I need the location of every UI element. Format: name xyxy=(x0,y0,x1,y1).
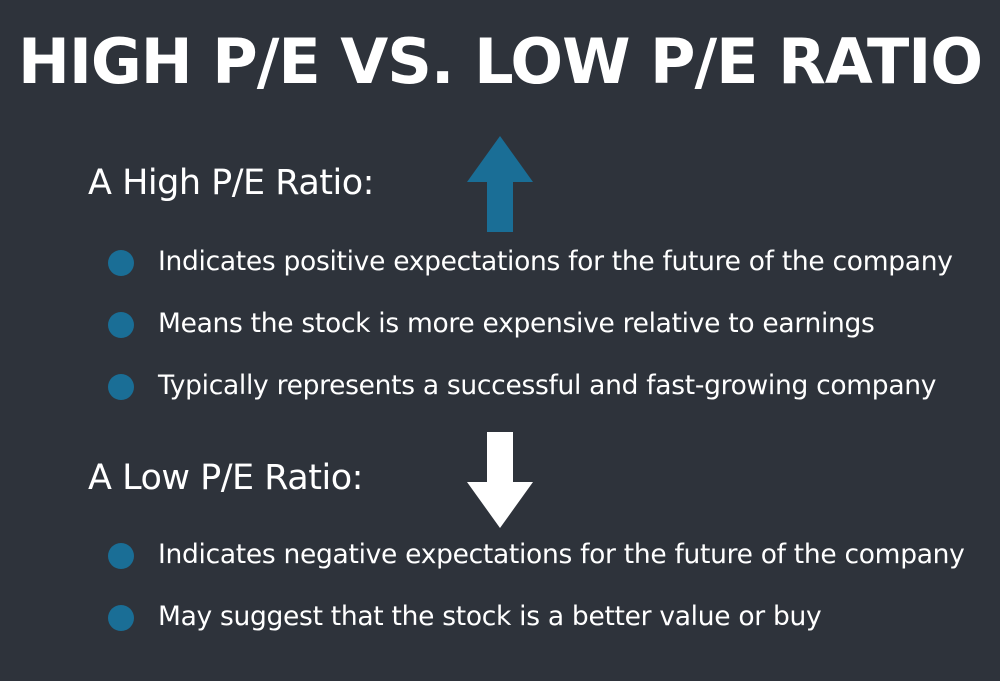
low-pe-heading: A Low P/E Ratio: xyxy=(88,458,363,498)
list-item-text: Typically represents a successful and fa… xyxy=(158,370,937,401)
list-item-text: Indicates negative expectations for the … xyxy=(158,539,965,570)
arrow-down-icon xyxy=(467,432,533,528)
arrow-up-icon xyxy=(467,136,533,232)
list-item-text: Means the stock is more expensive relati… xyxy=(158,308,875,339)
list-item-text: Indicates positive expectations for the … xyxy=(158,246,953,277)
high-pe-heading: A High P/E Ratio: xyxy=(88,163,374,203)
bullet-dot xyxy=(108,605,134,631)
bullet-dot xyxy=(108,312,134,338)
bullet-dot xyxy=(108,543,134,569)
bullet-dot xyxy=(108,250,134,276)
list-item-text: May suggest that the stock is a better v… xyxy=(158,601,822,632)
bullet-dot xyxy=(108,374,134,400)
page-title: HIGH P/E VS. LOW P/E RATIO xyxy=(17,25,983,98)
